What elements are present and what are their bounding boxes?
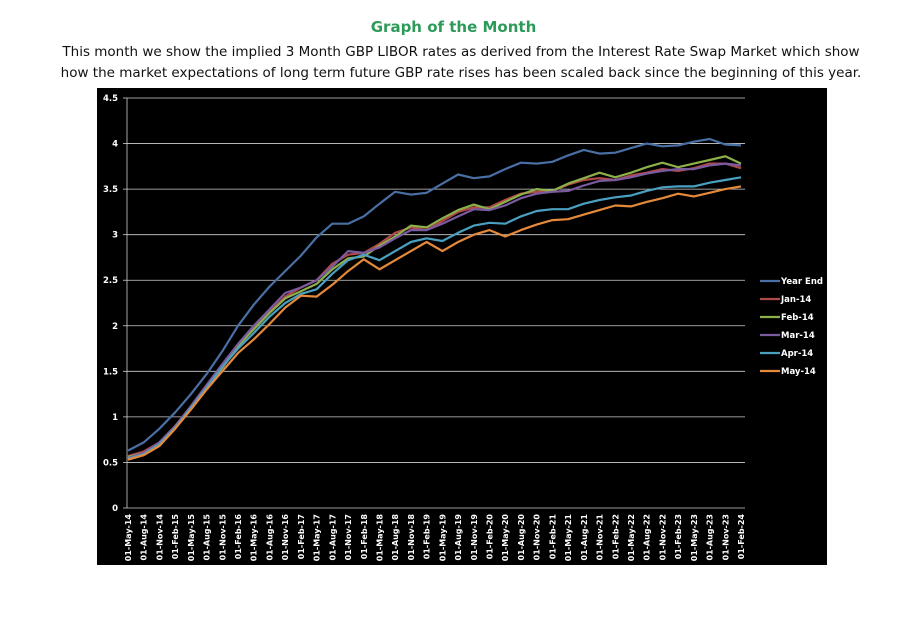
x-tick-label: 01-Nov-17 (344, 514, 353, 560)
x-tick-label: 01-Aug-18 (391, 514, 400, 561)
series-line (127, 176, 742, 460)
legend-label: Feb-14 (781, 313, 814, 323)
x-tick-label: 01-Aug-23 (706, 514, 715, 561)
y-tick-label: 4.5 (103, 94, 118, 104)
x-tick-label: 01-Feb-15 (171, 514, 180, 560)
x-tick-label: 01-Nov-18 (407, 514, 416, 561)
x-tick-label: 01-Aug-19 (454, 514, 463, 561)
y-tick-label: 1 (112, 413, 118, 423)
y-tick-label: 2.5 (103, 276, 118, 286)
x-tick-label: 01-Feb-19 (423, 514, 432, 560)
chart-background (97, 88, 827, 565)
y-tick-label: 1.5 (103, 367, 118, 377)
x-tick-label: 01-May-18 (375, 514, 384, 562)
x-tick-label: 01-Feb-23 (674, 514, 683, 559)
x-tick-label: 01-Nov-22 (658, 514, 667, 560)
x-tick-label: 01-May-21 (564, 514, 573, 562)
x-tick-label: 01-Feb-22 (611, 514, 620, 559)
legend-label: Jan-14 (780, 295, 811, 305)
x-tick-label: 01-May-14 (124, 514, 133, 562)
x-tick-label: 01-Aug-16 (265, 514, 274, 561)
x-tick-label: 01-Aug-17 (328, 514, 337, 561)
x-tick-label: 01-May-15 (187, 514, 196, 562)
y-tick-label: 0.5 (103, 458, 118, 468)
x-tick-label: 01-Nov-16 (281, 514, 290, 561)
x-tick-label: 01-May-16 (250, 514, 259, 562)
x-tick-label: 01-Nov-20 (533, 514, 542, 561)
x-tick-label: 01-Feb-24 (737, 514, 746, 560)
x-tick-label: 01-Aug-21 (580, 514, 589, 561)
series-line (127, 185, 742, 461)
x-tick-label: 01-May-19 (438, 514, 447, 562)
legend-label: Year End (780, 277, 823, 287)
x-tick-label: 01-Aug-14 (140, 514, 149, 561)
x-tick-label: 01-Aug-22 (643, 514, 652, 561)
x-tick-label: 01-May-17 (313, 514, 322, 561)
x-tick-label: 01-Aug-15 (203, 514, 212, 561)
x-tick-label: 01-Nov-21 (596, 514, 605, 561)
chart-subtitle: This month we show the implied 3 Month G… (60, 44, 862, 81)
series-line (127, 162, 742, 459)
y-tick-label: 2 (112, 322, 118, 332)
chart-title: Graph of the Month (370, 18, 537, 36)
x-tick-label: 01-Feb-16 (234, 514, 243, 560)
x-tick-label: 01-Feb-18 (360, 514, 369, 560)
y-tick-label: 4 (112, 140, 118, 150)
y-tick-label: 0 (112, 504, 118, 514)
x-tick-label: 01-Nov-15 (218, 514, 227, 561)
x-tick-label: 01-Feb-17 (297, 514, 306, 559)
x-tick-label: 01-May-20 (501, 514, 510, 562)
x-tick-label: 01-Feb-21 (548, 514, 557, 560)
y-tick-label: 3.5 (103, 185, 118, 195)
x-tick-label: 01-Nov-14 (155, 514, 164, 561)
legend-label: Mar-14 (781, 331, 815, 341)
y-tick-label: 3 (112, 231, 118, 241)
x-tick-label: 01-Nov-19 (470, 514, 479, 561)
legend-label: Apr-14 (781, 349, 813, 359)
x-tick-label: 01-May-23 (690, 514, 699, 561)
x-tick-label: 01-May-22 (627, 514, 636, 561)
series-line (127, 137, 742, 452)
x-tick-label: 01-Aug-20 (517, 514, 526, 561)
x-tick-label: 01-Nov-23 (721, 514, 730, 560)
legend-label: May-14 (781, 367, 816, 377)
x-tick-label: 01-Feb-20 (486, 514, 495, 560)
